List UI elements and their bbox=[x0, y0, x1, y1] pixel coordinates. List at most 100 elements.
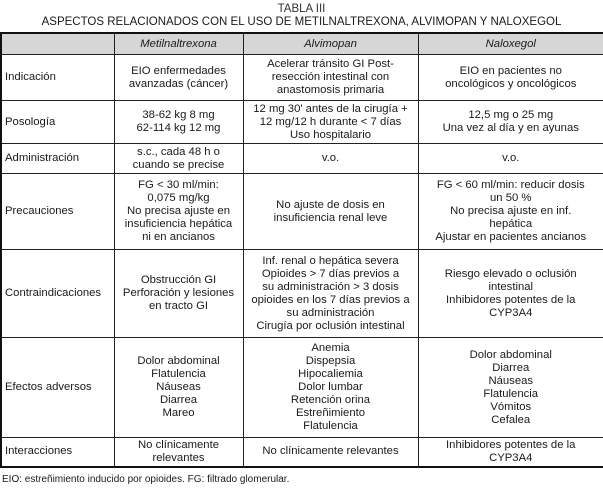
table-cell: Dolor abdominal Diarrea Náuseas Flatulencia… bbox=[417, 337, 603, 438]
cell-line: insuficiencia hepática bbox=[124, 218, 233, 230]
cell-line: Vómitos bbox=[490, 400, 532, 413]
cell-line: Retención orina bbox=[290, 394, 371, 406]
cell-line: Flatulencia bbox=[303, 420, 358, 432]
table-cell: Riesgo elevado o oclusión intestinal Inhib… bbox=[417, 249, 603, 338]
table-cell: 12,5 mg o 25 mg Una vez al día y en ayuna… bbox=[417, 100, 603, 144]
row-label: Administración bbox=[0, 143, 115, 174]
footnote: EIO: estreñimiento inducido por opioides… bbox=[2, 473, 290, 485]
table-cell: 38-62 kg 8 mg 62-114 kg 12 mg bbox=[113, 100, 244, 144]
cell-line: en tracto GI bbox=[148, 300, 209, 312]
cell-line: Dolor abdominal bbox=[469, 348, 552, 361]
table-cell: EIO en pacientes no oncológicos y oncológ… bbox=[417, 54, 603, 101]
cell-line: Náuseas bbox=[156, 381, 201, 393]
cell-line: CYP3A4 bbox=[489, 451, 533, 464]
table-cell: Obstrucción GI Perforación y lesiones en t… bbox=[113, 249, 244, 338]
cell-line: Dolor lumbar bbox=[298, 381, 363, 393]
cell-line: Dolor abdominal bbox=[137, 355, 220, 367]
cell-line: anastomosis primaria bbox=[276, 84, 385, 96]
cell-line: Obstrucción GI bbox=[140, 274, 217, 286]
cell-line: 62-114 kg 12 mg bbox=[136, 122, 221, 134]
cell-line: Estreñimiento bbox=[295, 407, 366, 419]
cell-line: EIO en pacientes no bbox=[459, 64, 562, 77]
cell-line: Opioides > 7 días previos a bbox=[261, 267, 400, 280]
cell-line: FG < 30 ml/min: bbox=[138, 179, 219, 191]
comparison-table: Metilnaltrexona Alvimopan Naloxegol Indica… bbox=[0, 32, 603, 468]
cell-line: resección intestinal con bbox=[271, 71, 390, 83]
table-cell: No clínicamente relevantes bbox=[242, 437, 419, 467]
cell-line: No clínicamente relevantes bbox=[262, 445, 399, 458]
table-cell: Acelerar tránsito GI Post-resección inte… bbox=[242, 54, 419, 101]
table-cell: v.o. bbox=[417, 143, 603, 174]
cell-line: opioides en los 7 días previos a bbox=[251, 293, 410, 306]
row-label: Indicación bbox=[0, 54, 115, 101]
cell-line: Ajustar en pacientes ancianos bbox=[435, 231, 587, 243]
cell-line: v.o. bbox=[321, 152, 340, 164]
table-row: Precauciones FG < 30 ml/min: 0,075 mg/kg No… bbox=[0, 173, 603, 250]
cell-line: No ajuste de dosis en bbox=[276, 198, 385, 211]
table-cell: v.o. bbox=[242, 143, 419, 174]
row-label: Posología bbox=[0, 100, 115, 144]
table-row: Posología 38-62 kg 8 mg 62-114 kg 12 mg 12 … bbox=[0, 100, 603, 144]
cell-line: Cirugía por oclusión intestinal bbox=[256, 319, 405, 332]
cell-line: un 50 % bbox=[490, 192, 532, 204]
table-cell: Dolor abdominal Flatulencia Náuseas Diarrea… bbox=[113, 337, 244, 438]
cell-line: Flatulencia bbox=[151, 368, 206, 380]
table-cell: No clínicamente relevantes bbox=[113, 437, 244, 467]
cell-line: Mareo bbox=[162, 407, 195, 419]
column-header bbox=[0, 32, 115, 55]
cell-line: EIO enfermedades bbox=[131, 64, 226, 77]
cell-line: Dispepsia bbox=[305, 355, 356, 367]
table-cell: Inf. renal o hepática severa Opioides > 7… bbox=[242, 249, 419, 338]
row-label: Precauciones bbox=[0, 173, 115, 250]
table-row: Contraindicaciones Obstrucción GI Perforac… bbox=[0, 249, 603, 338]
cell-line: CYP3A4 bbox=[489, 306, 533, 319]
cell-line: avanzadas (cáncer) bbox=[128, 77, 229, 90]
column-header: Alvimopan bbox=[242, 32, 419, 55]
cell-line: 0,075 mg/kg bbox=[147, 192, 210, 204]
row-label: Efectos adversos bbox=[0, 337, 115, 438]
table-cell: Inhibidores potentes de la CYP3A4 bbox=[417, 437, 603, 467]
table-row: Indicación EIO enfermedades avanzadas (cán… bbox=[0, 54, 603, 101]
cell-line: Anemia bbox=[311, 342, 350, 354]
cell-line: FG < 60 ml/min: reducir dosis bbox=[436, 179, 585, 191]
table-row: Interacciones No clínicamente relevantes No… bbox=[0, 437, 603, 467]
cell-line: Inhibidores potentes de la bbox=[446, 293, 576, 306]
cell-line: cuando se precise bbox=[132, 158, 225, 171]
header-row: Metilnaltrexona Alvimopan Naloxegol bbox=[0, 32, 603, 55]
row-label: Interacciones bbox=[0, 437, 115, 467]
table-cell: EIO enfermedades avanzadas (cáncer) bbox=[113, 54, 244, 101]
cell-line: Uso hospitalario bbox=[289, 128, 371, 141]
table-cell: FG < 60 ml/min: reducir dosis un 50 % No p… bbox=[417, 173, 603, 250]
cell-line: Inf. renal o hepática severa bbox=[262, 254, 399, 267]
cell-line: 38-62 kg 8 mg bbox=[142, 109, 215, 121]
cell-line: s.c., cada 48 h o bbox=[137, 145, 220, 158]
table-row: Administración s.c., cada 48 h o cuando se… bbox=[0, 143, 603, 174]
table-number: TABLA III bbox=[277, 3, 326, 15]
cell-line: Acelerar tránsito GI Post- bbox=[267, 58, 394, 70]
cell-line: Inhibidores potentes de la bbox=[446, 438, 576, 451]
cell-line: Flatulencia bbox=[483, 387, 539, 400]
cell-line: 12 mg/12 h durante < 7 días bbox=[259, 115, 402, 128]
cell-line: Diarrea bbox=[159, 394, 198, 406]
cell-line: relevantes bbox=[152, 451, 205, 464]
table-title: ASPECTOS RELACIONADOS CON EL USO DE METI… bbox=[41, 16, 562, 28]
cell-line: su administración bbox=[286, 306, 375, 319]
table-cell: No ajuste de dosis en insuficiencia renal… bbox=[242, 173, 419, 250]
row-label: Contraindicaciones bbox=[0, 249, 115, 338]
cell-line: Riesgo elevado o oclusión bbox=[444, 267, 577, 280]
cell-line: insuficiencia renal leve bbox=[273, 211, 388, 224]
cell-line: hepática bbox=[489, 218, 533, 230]
cell-line: 12,5 mg o 25 mg bbox=[468, 109, 554, 121]
table-cell: 12 mg 30' antes de la cirugía +12 mg/12 … bbox=[242, 100, 419, 144]
table-row: Efectos adversos Dolor abdominal Flatulenc… bbox=[0, 337, 603, 438]
cell-line: oncológicos y oncológicos bbox=[445, 77, 577, 90]
cell-line: Hipocaliemia bbox=[298, 368, 363, 380]
column-header: Naloxegol bbox=[417, 32, 603, 55]
table-cell: Anemia Dispepsia Hipocaliemia Dolor lumbar R… bbox=[242, 337, 419, 438]
cell-line: Diarrea bbox=[492, 361, 530, 374]
cell-line: ni en ancianos bbox=[142, 231, 215, 243]
table-cell: FG < 30 ml/min: 0,075 mg/kg No precisa aju… bbox=[113, 173, 244, 250]
column-header: Metilnaltrexona bbox=[113, 32, 244, 55]
cell-line: intestinal bbox=[488, 280, 534, 293]
cell-line: 12 mg 30' antes de la cirugía + bbox=[253, 102, 408, 115]
